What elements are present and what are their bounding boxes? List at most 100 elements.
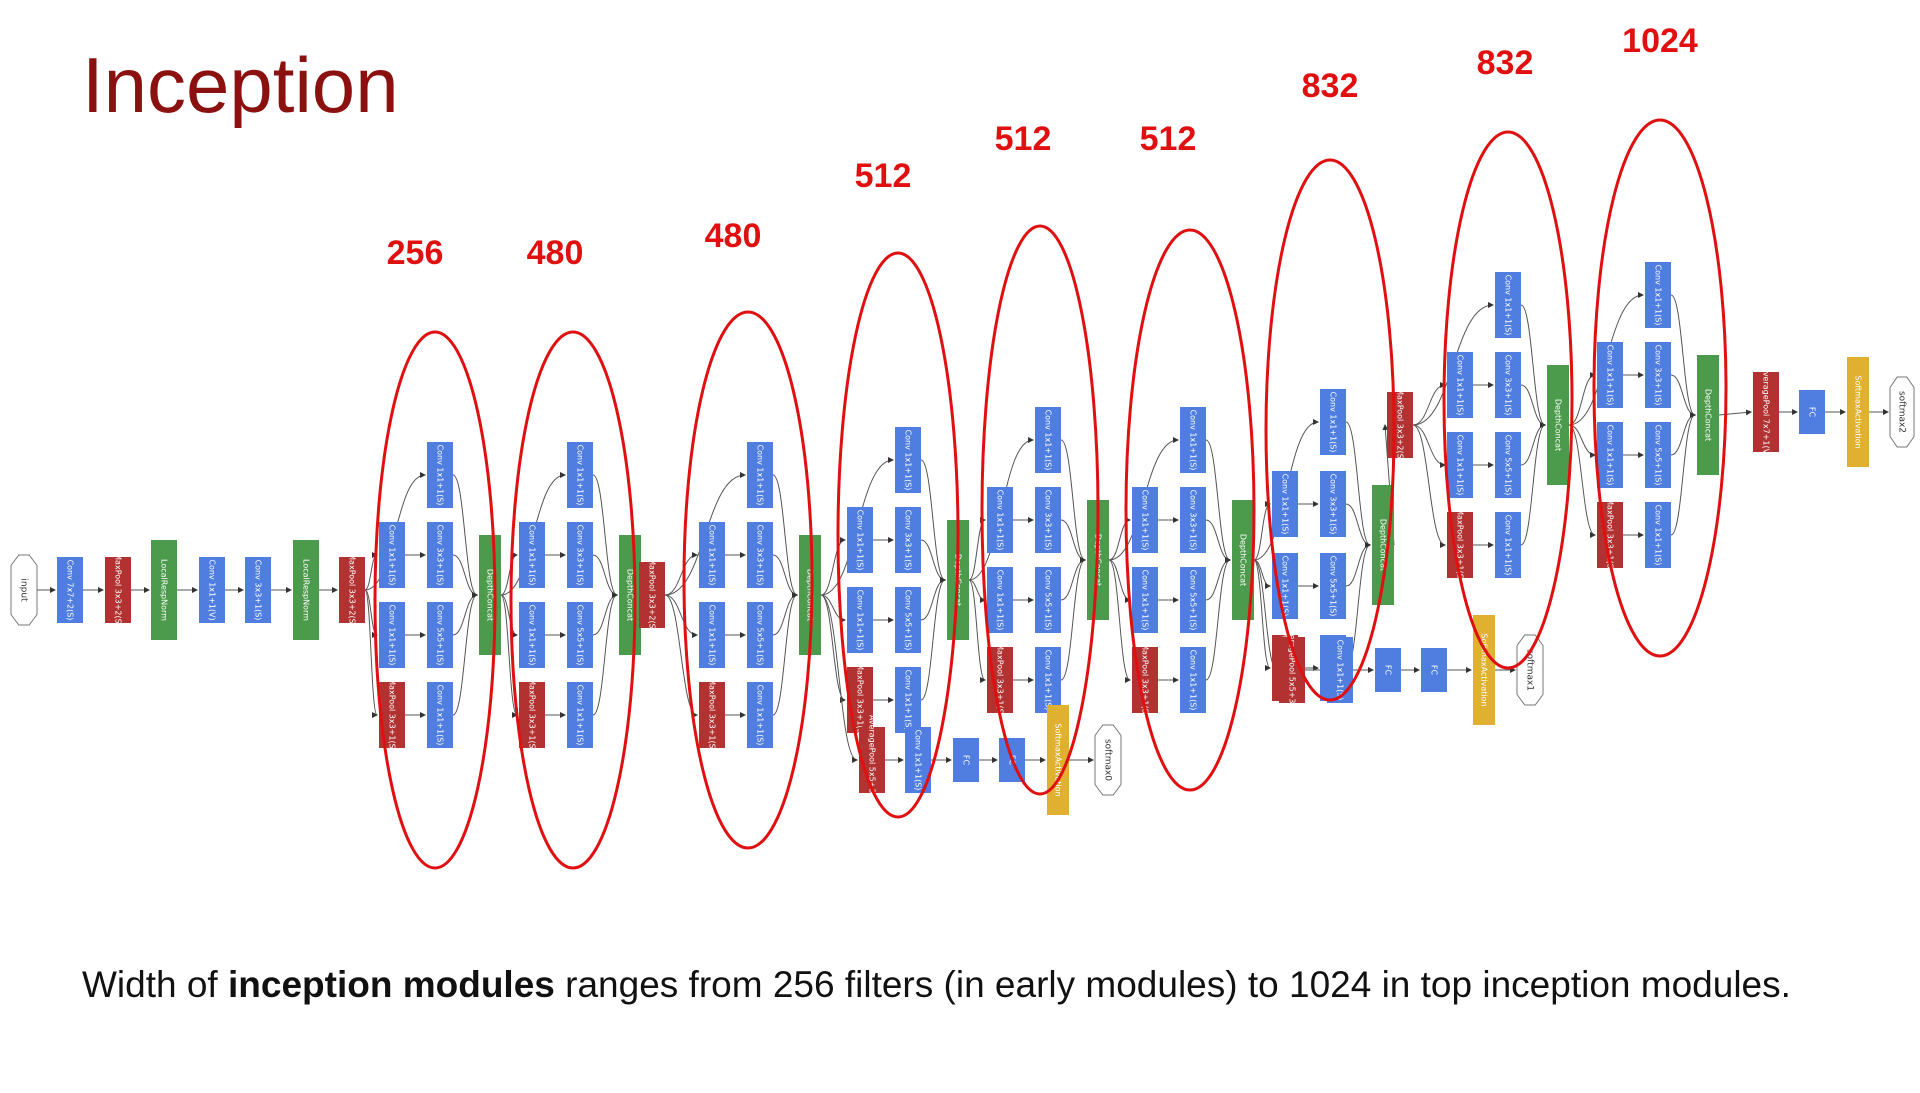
module6-branch4-conv1x1: Conv 1x1+1(S) [1180,647,1206,713]
module8-input-maxpool-shape [1387,392,1413,458]
module8-depthconcat-label: DepthConcat [1554,399,1563,451]
module8-in-edge3 [1412,424,1446,468]
module9-branch3-conv1x1-label: Conv 1x1+1(S) [1606,425,1615,486]
module4-branch1-conv1x1-label: Conv 1x1+1(S) [904,430,913,491]
module3-branch4-maxpool: MaxPool 3x3+1(S) [699,678,725,752]
module4-branch3-conv1x1-label: Conv 1x1+1(S) [856,590,865,651]
module1-branch1-conv1x1-label: Conv 1x1+1(S) [436,445,445,506]
module8-branch1-conv1x1: Conv 1x1+1(S) [1495,272,1521,338]
stem-localrespnorm2-label: LocalRespNorm [302,559,311,621]
module1-branch3-conv1x1-shape [379,602,405,668]
module9-depthconcat-label: DepthConcat [1704,389,1713,441]
module3-branch4-maxpool-shape [699,682,725,748]
module8-branch2-conv3x3-shape [1495,352,1521,418]
module4-branch4-maxpool: MaxPool 3x3+1(S) [847,663,873,737]
module9-branch2-conv1x1: Conv 1x1+1(S) [1597,342,1623,408]
module3-branch2-conv3x3: Conv 3x3+1(S) [747,522,773,588]
module5-branch1-conv1x1-shape [1035,407,1061,473]
aux1-conv1x1: Conv 1x1+1(S) [1327,637,1353,703]
module2-out-edge2 [592,554,618,598]
module3-branch2-conv3x3-label: Conv 3x3+1(S) [756,525,765,586]
module2-branch2-conv3x3-label: Conv 3x3+1(S) [576,525,585,586]
module2-branch2-conv1x1-shape [519,522,545,588]
module8-out-edge3 [1520,422,1546,466]
module1-branch1-conv1x1-shape [427,442,453,508]
module4-out-edge4 [920,577,946,701]
module9-branch1-conv1x1: Conv 1x1+1(S) [1645,262,1671,328]
module6-branch3-conv1x1-label: Conv 1x1+1(S) [1141,570,1150,631]
module8-branch3-conv1x1-shape [1447,432,1473,498]
final-averagepool: AveragePool 7x7+1(V) [1753,367,1779,457]
module2-branch3-conv5x5-shape [567,602,593,668]
module3-branch3-conv5x5-shape [747,602,773,668]
module3-width-label: 480 [705,217,762,255]
module9-branch4-conv1x1-shape [1645,502,1671,568]
caption-prefix: Width of [82,964,228,1005]
aux0-softmax-label: SoftmaxActivation [1054,723,1063,796]
stem-maxpool2: MaxPool 3x3+2(S) [339,553,365,627]
module5-branch4-conv1x1-shape [1035,647,1061,713]
module4-branch1-conv1x1: Conv 1x1+1(S) [895,427,921,493]
module2-branch3-conv1x1-label: Conv 1x1+1(S) [528,605,537,666]
module9-branch2-conv3x3: Conv 3x3+1(S) [1645,342,1671,408]
module4-branch2-conv1x1-label: Conv 1x1+1(S) [856,510,865,571]
module3-branch4-conv1x1-shape [747,682,773,748]
aux0-softmax: SoftmaxActivation [1047,705,1069,815]
module3-branch3-conv5x5-label: Conv 5x5+1(S) [756,605,765,666]
module6-branch2-conv3x3: Conv 3x3+1(S) [1180,487,1206,553]
module2-branch4-maxpool-label: MaxPool 3x3+1(S) [528,678,537,752]
module5-in-edge4 [968,579,986,683]
module3-out-edge2 [772,554,798,598]
module7-branch2-conv1x1-label: Conv 1x1+1(S) [1281,474,1290,535]
module3-branch3-conv1x1-label: Conv 1x1+1(S) [708,605,717,666]
final-averagepool-label: AveragePool 7x7+1(V) [1762,367,1771,457]
module1-depthconcat: DepthConcat [479,535,501,655]
module9-branch3-conv1x1-shape [1597,422,1623,488]
module3-depthconcat-label: DepthConcat [806,569,815,621]
module4-branch4-conv1x1-shape [895,667,921,733]
module2-branch2-conv1x1-label: Conv 1x1+1(S) [528,525,537,586]
module2-branch4-conv1x1: Conv 1x1+1(S) [567,682,593,748]
stem-localrespnorm1-label: LocalRespNorm [160,559,169,621]
module7-branch2-conv1x1: Conv 1x1+1(S) [1272,471,1298,537]
module2-highlight-ellipse [509,330,637,870]
module9-branch2-conv1x1-shape [1597,342,1623,408]
module7-out-edge2 [1345,503,1371,548]
module9-branch3-conv1x1: Conv 1x1+1(S) [1597,422,1623,488]
stem-conv1: Conv 7x7+2(S) [57,557,83,623]
module7-branch2-conv3x3-shape [1320,471,1346,537]
aux1-softmax-shape [1473,615,1495,725]
aux0-conv1x1-label: Conv 1x1+1(S) [914,730,923,791]
module6-branch1-conv1x1-shape [1180,407,1206,473]
module8-in-edge2 [1412,382,1446,426]
module7-branch1-conv1x1-shape [1320,389,1346,455]
aux1-fc2-shape [1421,648,1447,692]
module5-in-edge3 [968,579,986,603]
module6-branch3-conv1x1-shape [1132,567,1158,633]
module3-branch4-conv1x1-label: Conv 1x1+1(S) [756,685,765,746]
module8-branch3-conv1x1: Conv 1x1+1(S) [1447,432,1473,498]
final-fc-label: FC [1808,407,1817,418]
module9-width-label: 1024 [1622,22,1698,60]
module4-branch3-conv1x1-shape [847,587,873,653]
module8-in-edge4 [1412,424,1446,548]
module7-out-edge1 [1345,421,1371,548]
module2-branch3-conv1x1-shape [519,602,545,668]
module6-out-edge4 [1205,557,1231,681]
module5-highlight-ellipse [980,224,1100,796]
module5-branch3-conv1x1-shape [987,567,1013,633]
module8-branch2-conv1x1: Conv 1x1+1(S) [1447,352,1473,418]
stem-localrespnorm1-shape [151,540,177,640]
module9-branch2-conv3x3-shape [1645,342,1671,408]
stem-conv1-shape [57,557,83,623]
module1-out-edge2 [452,554,478,598]
module6-branch1-conv1x1-label: Conv 1x1+1(S) [1189,410,1198,471]
module6-depthconcat: DepthConcat [1232,500,1254,620]
stem-maxpool1-label: MaxPool 3x3+2(S) [114,553,123,627]
aux1-softmax-label: SoftmaxActivation [1480,633,1489,706]
final-softmax-shape [1847,357,1869,467]
module5-branch3-conv5x5-shape [1035,567,1061,633]
stem-maxpool1: MaxPool 3x3+2(S) [105,553,131,627]
module5-branch4-conv1x1-label: Conv 1x1+1(S) [1044,650,1053,711]
module7-depthconcat-label: DepthConcat [1379,519,1388,571]
